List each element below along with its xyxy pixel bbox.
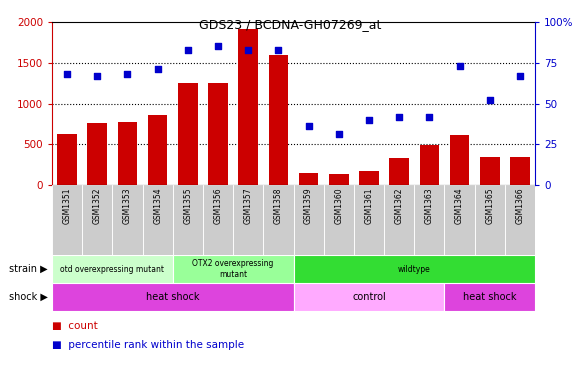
Text: strain ▶: strain ▶ — [9, 264, 48, 274]
Text: GSM1364: GSM1364 — [455, 187, 464, 224]
Bar — [142, 185, 173, 255]
Point — [62, 71, 71, 77]
Text: GSM1362: GSM1362 — [394, 187, 404, 224]
Bar — [505, 185, 535, 255]
Text: heat shock: heat shock — [146, 292, 199, 302]
Bar — [444, 185, 475, 255]
Bar — [52, 185, 82, 255]
Bar — [58, 134, 77, 185]
Text: GSM1354: GSM1354 — [153, 187, 162, 224]
Text: control: control — [352, 292, 386, 302]
Text: GSM1361: GSM1361 — [364, 187, 374, 224]
Point — [123, 71, 132, 77]
Point — [183, 47, 192, 53]
Point — [425, 113, 434, 119]
Bar — [384, 185, 414, 255]
Bar — [299, 173, 318, 185]
Text: GSM1357: GSM1357 — [243, 187, 253, 224]
Bar — [52, 255, 173, 283]
Bar — [148, 115, 167, 185]
Bar — [293, 283, 444, 311]
Point — [455, 63, 464, 69]
Text: GSM1366: GSM1366 — [515, 187, 525, 224]
Bar — [324, 185, 354, 255]
Text: heat shock: heat shock — [463, 292, 517, 302]
Text: GSM1351: GSM1351 — [63, 187, 71, 224]
Text: GSM1359: GSM1359 — [304, 187, 313, 224]
Bar — [329, 174, 349, 185]
Bar — [354, 185, 384, 255]
Bar — [88, 123, 107, 185]
Text: GSM1360: GSM1360 — [334, 187, 343, 224]
Text: GSM1353: GSM1353 — [123, 187, 132, 224]
Text: ■  count: ■ count — [52, 321, 98, 332]
Bar — [414, 185, 444, 255]
Text: GDS23 / BCDNA-GH07269_at: GDS23 / BCDNA-GH07269_at — [199, 18, 382, 31]
Bar — [419, 145, 439, 185]
Bar — [268, 55, 288, 185]
Text: GSM1352: GSM1352 — [93, 187, 102, 224]
Bar — [444, 283, 535, 311]
Text: GSM1365: GSM1365 — [485, 187, 494, 224]
Point — [364, 117, 374, 123]
Text: GSM1355: GSM1355 — [184, 187, 192, 224]
Bar — [359, 171, 379, 185]
Bar — [52, 283, 293, 311]
Bar — [173, 255, 293, 283]
Point — [274, 47, 283, 53]
Point — [515, 73, 525, 79]
Bar — [238, 29, 258, 185]
Point — [213, 44, 223, 49]
Point — [153, 66, 162, 72]
Text: otd overexpressing mutant: otd overexpressing mutant — [60, 265, 164, 273]
Point — [304, 123, 313, 129]
Bar — [263, 185, 293, 255]
Bar — [389, 158, 409, 185]
Point — [485, 97, 494, 103]
Bar — [293, 255, 535, 283]
Text: OTX2 overexpressing
mutant: OTX2 overexpressing mutant — [192, 259, 274, 279]
Bar — [510, 157, 530, 185]
Bar — [178, 83, 198, 185]
Bar — [112, 185, 142, 255]
Bar — [173, 185, 203, 255]
Point — [243, 47, 253, 53]
Bar — [208, 83, 228, 185]
Bar — [293, 185, 324, 255]
Bar — [118, 122, 137, 185]
Bar — [480, 157, 500, 185]
Bar — [203, 185, 233, 255]
Bar — [450, 135, 469, 185]
Text: GSM1363: GSM1363 — [425, 187, 434, 224]
Bar — [233, 185, 263, 255]
Text: GSM1358: GSM1358 — [274, 187, 283, 224]
Bar — [475, 185, 505, 255]
Bar — [82, 185, 112, 255]
Text: wildtype: wildtype — [398, 265, 431, 273]
Text: shock ▶: shock ▶ — [9, 292, 48, 302]
Point — [334, 131, 343, 137]
Point — [92, 73, 102, 79]
Text: ■  percentile rank within the sample: ■ percentile rank within the sample — [52, 340, 244, 350]
Point — [394, 113, 404, 119]
Text: GSM1356: GSM1356 — [214, 187, 223, 224]
